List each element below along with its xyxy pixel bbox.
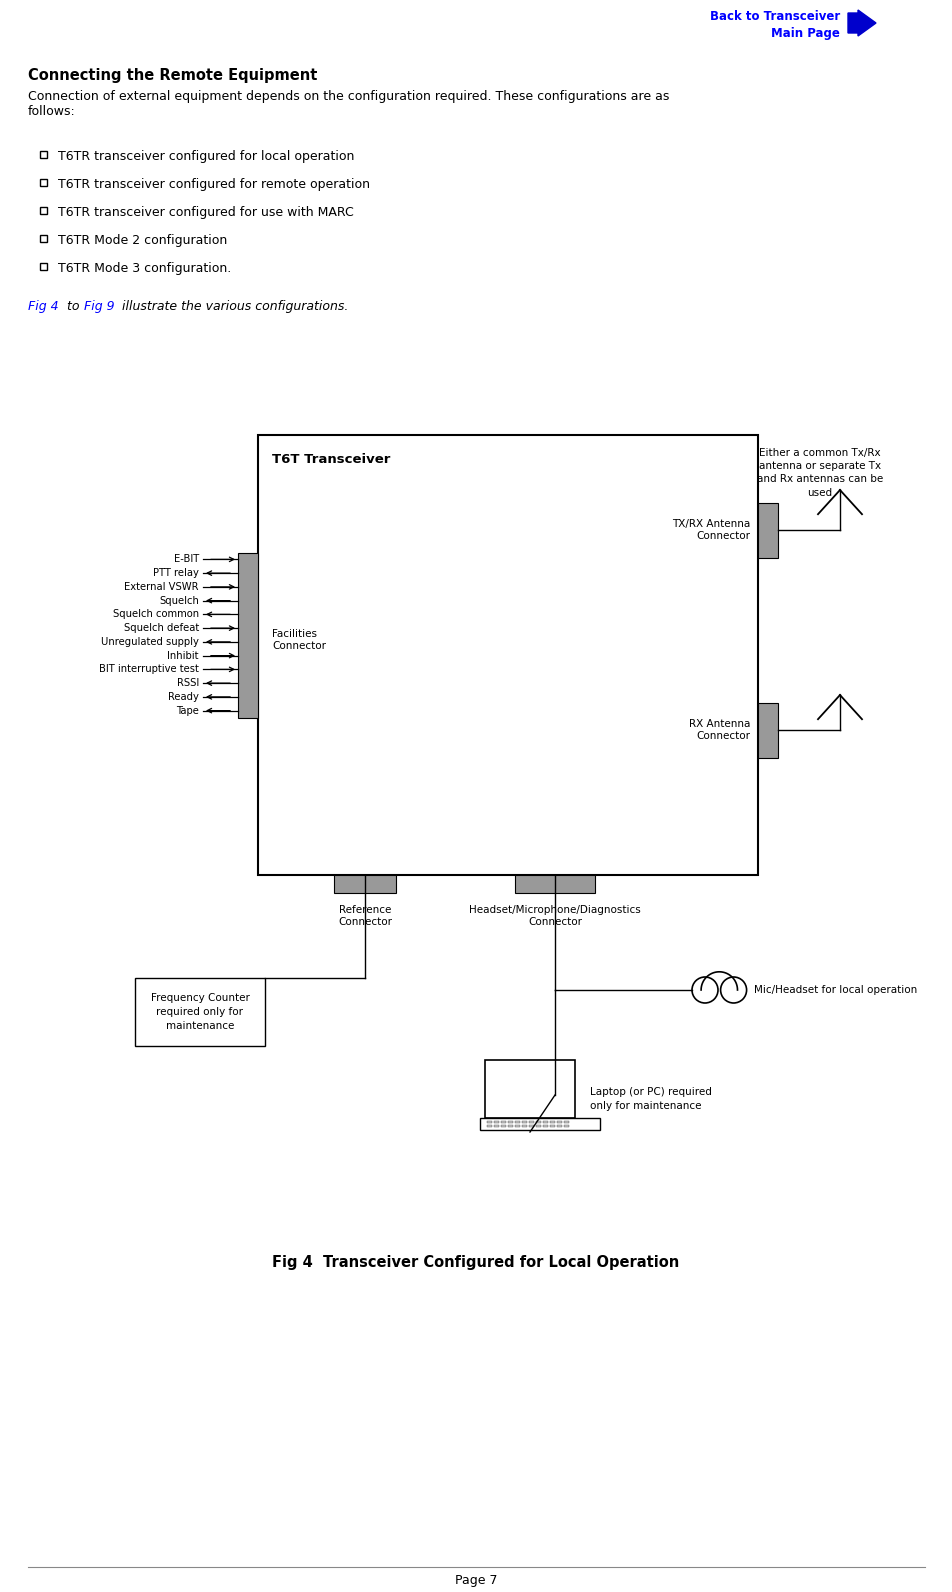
Bar <box>135 977 265 1046</box>
Bar <box>564 1124 568 1127</box>
Bar <box>535 1124 541 1127</box>
Text: Connecting the Remote Equipment: Connecting the Remote Equipment <box>28 68 317 83</box>
Text: T6TR transceiver configured for remote operation: T6TR transceiver configured for remote o… <box>58 178 369 191</box>
Text: T6TR Mode 2 configuration: T6TR Mode 2 configuration <box>58 234 227 247</box>
Text: Inhibit: Inhibit <box>168 651 199 661</box>
Bar <box>507 1124 512 1127</box>
Bar <box>757 503 777 557</box>
Text: TX/RX Antenna
Connector: TX/RX Antenna Connector <box>671 519 749 541</box>
Bar <box>40 263 47 271</box>
Bar <box>543 1124 547 1127</box>
Text: Squelch: Squelch <box>159 595 199 605</box>
Text: Fig 9: Fig 9 <box>84 299 114 314</box>
Text: Frequency Counter
required only for
maintenance: Frequency Counter required only for main… <box>150 993 249 1032</box>
Bar <box>522 1124 526 1127</box>
Bar <box>522 1121 526 1122</box>
Bar <box>564 1121 568 1122</box>
Bar <box>333 876 396 893</box>
Text: Mic/Headset for local operation: Mic/Headset for local operation <box>753 985 916 995</box>
Bar <box>528 1121 533 1122</box>
Bar <box>556 1124 562 1127</box>
Bar <box>549 1124 554 1127</box>
Text: Unregulated supply: Unregulated supply <box>101 637 199 646</box>
Text: T6TR transceiver configured for use with MARC: T6TR transceiver configured for use with… <box>58 205 353 220</box>
Text: BIT interruptive test: BIT interruptive test <box>99 664 199 675</box>
Bar <box>507 1121 512 1122</box>
Text: Facilities
Connector: Facilities Connector <box>271 629 326 651</box>
Bar <box>514 876 594 893</box>
Bar <box>543 1121 547 1122</box>
Bar <box>238 552 258 718</box>
Text: RSSI: RSSI <box>176 678 199 688</box>
Bar <box>493 1124 499 1127</box>
Text: Fig 4  Transceiver Configured for Local Operation: Fig 4 Transceiver Configured for Local O… <box>272 1254 679 1270</box>
Text: Reference
Connector: Reference Connector <box>338 904 391 927</box>
Bar <box>486 1121 491 1122</box>
Text: T6TR transceiver configured for local operation: T6TR transceiver configured for local op… <box>58 150 354 162</box>
Bar <box>501 1124 506 1127</box>
Text: E-BIT: E-BIT <box>173 554 199 565</box>
Text: Fig 4: Fig 4 <box>28 299 59 314</box>
Bar <box>480 1118 600 1130</box>
Text: T6TR Mode 3 configuration.: T6TR Mode 3 configuration. <box>58 263 231 275</box>
Text: illustrate the various configurations.: illustrate the various configurations. <box>118 299 348 314</box>
Bar <box>40 236 47 242</box>
Bar <box>258 435 757 876</box>
Text: Headset/Microphone/Diagnostics
Connector: Headset/Microphone/Diagnostics Connector <box>468 904 640 927</box>
Bar <box>40 178 47 186</box>
Text: Squelch defeat: Squelch defeat <box>124 622 199 634</box>
Text: Tape: Tape <box>176 705 199 716</box>
Bar <box>493 1121 499 1122</box>
FancyArrow shape <box>847 10 875 37</box>
Bar <box>486 1124 491 1127</box>
Text: T6T Transceiver: T6T Transceiver <box>271 454 390 466</box>
Bar <box>485 1060 574 1118</box>
Bar <box>501 1121 506 1122</box>
Bar <box>514 1121 520 1122</box>
Text: Page 7: Page 7 <box>454 1574 497 1587</box>
Text: Ready: Ready <box>168 693 199 702</box>
Bar <box>535 1121 541 1122</box>
Text: Either a common Tx/Rx
antenna or separate Tx
and Rx antennas can be
used: Either a common Tx/Rx antenna or separat… <box>756 447 883 498</box>
Bar <box>528 1124 533 1127</box>
Text: Squelch common: Squelch common <box>112 610 199 619</box>
Text: Main Page: Main Page <box>770 27 839 40</box>
Bar <box>40 151 47 158</box>
Bar <box>549 1121 554 1122</box>
Bar <box>556 1121 562 1122</box>
Bar <box>757 702 777 758</box>
Bar <box>40 207 47 213</box>
Text: RX Antenna
Connector: RX Antenna Connector <box>688 720 749 740</box>
Text: Laptop (or PC) required
only for maintenance: Laptop (or PC) required only for mainten… <box>589 1087 711 1111</box>
Text: External VSWR: External VSWR <box>125 581 199 592</box>
Text: Back to Transceiver: Back to Transceiver <box>709 10 839 22</box>
Text: to: to <box>63 299 84 314</box>
Text: Connection of external equipment depends on the configuration required. These co: Connection of external equipment depends… <box>28 91 668 118</box>
Bar <box>514 1124 520 1127</box>
Text: PTT relay: PTT relay <box>153 568 199 578</box>
